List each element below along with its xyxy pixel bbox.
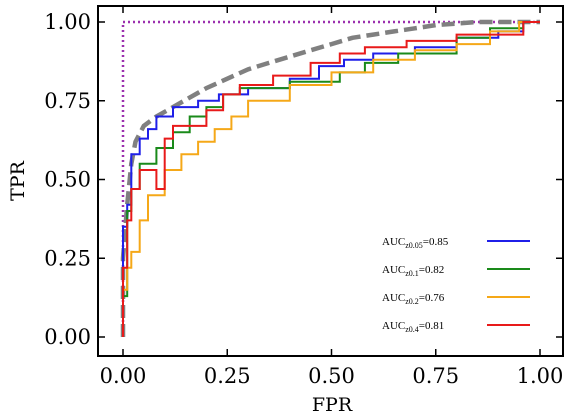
x-axis-ticks: 0.00 0.25 0.50 0.75 1.00	[100, 6, 564, 388]
x-tick-label: 0.50	[308, 364, 355, 388]
legend-entry-z0-05: AUCz0.05=0.85	[382, 236, 530, 250]
ideal-dotted-curve	[121, 20, 540, 337]
legend: AUCz0.05=0.85 AUCz0.1=0.82 AUCz0.2=0.76 AUC…	[382, 236, 530, 334]
legend-entry-z0-2: AUCz0.2=0.76	[382, 292, 530, 306]
x-axis-label: FPR	[312, 394, 353, 416]
roc-series-layer	[122, 21, 540, 337]
x-tick-label: 0.75	[412, 364, 459, 388]
roc-line-z0-05	[122, 21, 540, 337]
roc-line-z0-1	[122, 21, 540, 337]
legend-label: AUCz0.2=0.76	[382, 292, 445, 306]
legend-entry-z0-4: AUCz0.4=0.81	[382, 320, 530, 334]
y-tick-label: 1.00	[44, 10, 91, 34]
y-tick-label: 0.25	[44, 246, 91, 270]
legend-entry-z0-1: AUCz0.1=0.82	[382, 264, 530, 278]
perfect-classifier-dashed-curve	[120, 19, 540, 337]
y-tick-label: 0.50	[44, 168, 91, 192]
x-tick-label: 1.00	[517, 364, 564, 388]
plot-area-frame	[97, 5, 564, 357]
roc-line-z0-2	[122, 21, 540, 337]
legend-label: AUCz0.1=0.82	[382, 264, 444, 278]
roc-line-z0-4	[122, 21, 540, 337]
y-tick-label: 0.00	[44, 325, 91, 349]
legend-label: AUCz0.4=0.81	[382, 320, 444, 334]
y-axis-label: TPR	[7, 160, 29, 200]
x-tick-label: 0.25	[204, 364, 251, 388]
reference-curves	[120, 19, 540, 337]
legend-label: AUCz0.05=0.85	[382, 236, 449, 250]
y-tick-label: 0.75	[44, 89, 91, 113]
y-axis-ticks: 0.00 0.25 0.50 0.75 1.00	[44, 10, 563, 349]
x-tick-label: 0.00	[100, 364, 147, 388]
